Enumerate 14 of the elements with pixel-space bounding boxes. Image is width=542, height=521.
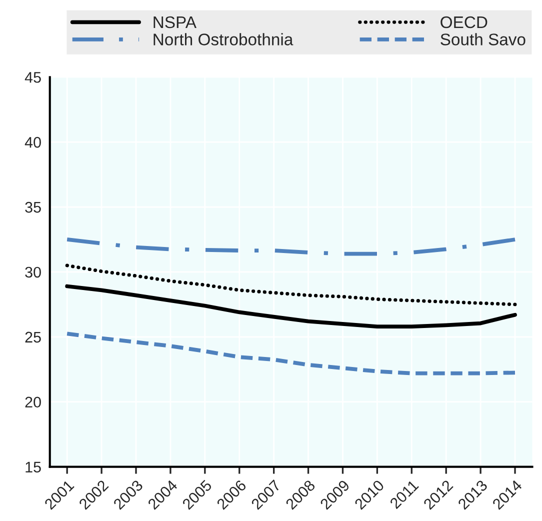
y-tick-label: 35 [25, 202, 41, 213]
line-series [65, 332, 517, 376]
legend-label: North Ostrobothnia [154, 33, 294, 46]
line-series [65, 264, 517, 306]
y-tick-label: 45 [24, 72, 41, 83]
y-tick-label: 25 [25, 332, 41, 343]
y-tick-label: 30 [25, 266, 41, 278]
y-tick-label: 20 [25, 396, 41, 408]
y-tick-label: 15 [26, 462, 41, 472]
legend-label: NSPA [154, 16, 196, 28]
legend-label: OECD [440, 16, 488, 28]
line-series [65, 284, 517, 328]
legend-label: South Savo [440, 33, 526, 46]
y-tick-label: 40 [24, 136, 41, 148]
